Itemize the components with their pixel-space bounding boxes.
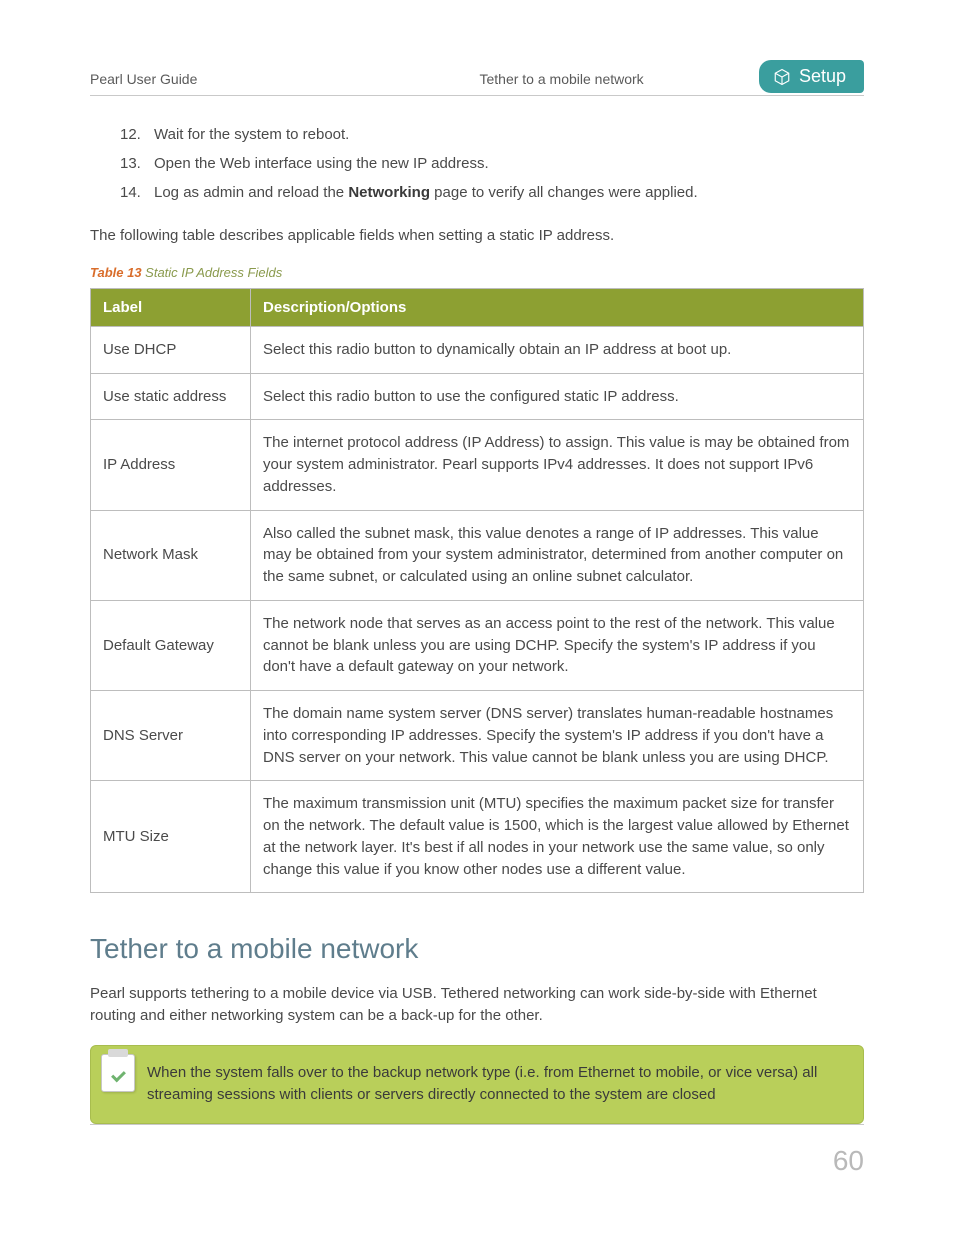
table-row: MTU Size The maximum transmission unit (… (91, 781, 864, 893)
step-suffix: page to verify all changes were applied. (430, 184, 698, 201)
step-prefix: Log as admin and reload the (154, 184, 348, 201)
clipboard-check-icon (101, 1054, 135, 1092)
cell-desc: The domain name system server (DNS serve… (251, 691, 864, 781)
cell-desc: The network node that serves as an acces… (251, 600, 864, 690)
step-number: 13. (120, 155, 154, 172)
section-paragraph: Pearl supports tethering to a mobile dev… (90, 983, 864, 1027)
cell-label: IP Address (91, 420, 251, 510)
table-header-row: Label Description/Options (91, 288, 864, 326)
table-body: Use DHCP Select this radio button to dyn… (91, 326, 864, 893)
table-caption-label: Table 13 (90, 265, 142, 280)
cell-label: DNS Server (91, 691, 251, 781)
note-icon-wrap (91, 1046, 147, 1092)
cell-desc: Also called the subnet mask, this value … (251, 510, 864, 600)
table-row: Use DHCP Select this radio button to dyn… (91, 326, 864, 373)
document-page: Pearl User Guide Tether to a mobile netw… (0, 0, 954, 1235)
header-left-text: Pearl User Guide (90, 71, 369, 87)
table-row: DNS Server The domain name system server… (91, 691, 864, 781)
header-rule (90, 95, 864, 96)
step-14: 14. Log as admin and reload the Networki… (120, 184, 864, 201)
table-header-desc: Description/Options (251, 288, 864, 326)
cell-desc: The internet protocol address (IP Addres… (251, 420, 864, 510)
note-box: When the system falls over to the backup… (90, 1045, 864, 1124)
step-text: Wait for the system to reboot. (154, 126, 349, 143)
cell-label: Default Gateway (91, 600, 251, 690)
steps-list: 12. Wait for the system to reboot. 13. O… (120, 126, 864, 201)
step-13: 13. Open the Web interface using the new… (120, 155, 864, 172)
step-bold: Networking (348, 184, 430, 201)
cell-label: Network Mask (91, 510, 251, 600)
step-text: Open the Web interface using the new IP … (154, 155, 489, 172)
table-caption-title: Static IP Address Fields (145, 265, 282, 280)
cell-label: Use static address (91, 373, 251, 420)
cell-desc: The maximum transmission unit (MTU) spec… (251, 781, 864, 893)
table-caption: Table 13 Static IP Address Fields (90, 265, 864, 280)
step-12: 12. Wait for the system to reboot. (120, 126, 864, 143)
cell-label: Use DHCP (91, 326, 251, 373)
page-number: 60 (833, 1145, 864, 1177)
table-header-label: Label (91, 288, 251, 326)
section-heading: Tether to a mobile network (90, 933, 864, 965)
cell-desc: Select this radio button to dynamically … (251, 326, 864, 373)
note-text: When the system falls over to the backup… (147, 1046, 863, 1123)
page-header: Pearl User Guide Tether to a mobile netw… (90, 60, 864, 93)
step-number: 14. (120, 184, 154, 201)
table-row: Use static address Select this radio but… (91, 373, 864, 420)
table-row: IP Address The internet protocol address… (91, 420, 864, 510)
setup-tab: Setup (759, 60, 864, 93)
static-ip-fields-table: Label Description/Options Use DHCP Selec… (90, 288, 864, 894)
footer-rule (90, 1124, 864, 1125)
table-row: Network Mask Also called the subnet mask… (91, 510, 864, 600)
header-center-text: Tether to a mobile network (369, 71, 758, 87)
step-text: Log as admin and reload the Networking p… (154, 184, 698, 201)
cell-label: MTU Size (91, 781, 251, 893)
intro-paragraph: The following table describes applicable… (90, 225, 864, 247)
setup-tab-label: Setup (799, 66, 846, 87)
step-number: 12. (120, 126, 154, 143)
cell-desc: Select this radio button to use the conf… (251, 373, 864, 420)
cube-icon (773, 68, 791, 86)
table-row: Default Gateway The network node that se… (91, 600, 864, 690)
